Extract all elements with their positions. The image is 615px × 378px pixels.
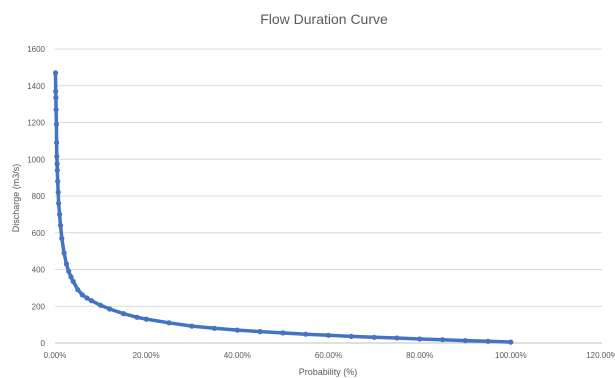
x-tick-label: 100.00% xyxy=(495,351,527,360)
y-tick-label: 800 xyxy=(32,192,46,201)
data-point xyxy=(485,338,491,344)
data-point xyxy=(57,211,63,217)
data-point xyxy=(54,167,60,173)
data-point xyxy=(508,339,514,345)
data-point xyxy=(53,107,59,113)
x-tick-label: 40.00% xyxy=(224,351,251,360)
y-tick-label: 1400 xyxy=(27,82,45,91)
y-tick-label: 1600 xyxy=(27,45,45,54)
data-point xyxy=(53,95,59,101)
series-line xyxy=(53,72,511,344)
data-point xyxy=(134,314,140,320)
x-tick-label: 20.00% xyxy=(133,351,160,360)
data-point xyxy=(234,327,240,333)
data-point xyxy=(59,235,65,241)
data-point xyxy=(84,295,90,301)
data-point xyxy=(63,261,69,267)
data-point xyxy=(53,88,59,94)
data-point xyxy=(57,222,64,228)
data-point xyxy=(68,274,74,280)
data-point xyxy=(88,298,95,304)
data-point xyxy=(53,121,60,127)
data-point xyxy=(55,189,61,195)
gridlines xyxy=(55,48,602,307)
data-point xyxy=(56,200,62,206)
data-point xyxy=(66,268,72,274)
data-point xyxy=(107,306,113,312)
data-point xyxy=(98,302,104,308)
y-tick-label: 400 xyxy=(32,266,46,275)
data-point xyxy=(211,325,218,331)
x-tick-label: 0.00% xyxy=(44,351,67,360)
data-point xyxy=(61,250,67,256)
y-axis-title: Discharge (m3/s) xyxy=(11,164,21,233)
data-point xyxy=(394,335,400,341)
data-point xyxy=(189,323,195,329)
data-point xyxy=(348,333,354,339)
x-tick-label: 80.00% xyxy=(406,351,433,360)
y-tick-label: 0 xyxy=(41,339,46,348)
data-point xyxy=(462,338,468,344)
y-tick-label: 1200 xyxy=(27,119,45,128)
data-point xyxy=(257,329,263,335)
data-point xyxy=(371,334,377,340)
data-point xyxy=(280,330,286,336)
data-point xyxy=(417,336,423,342)
data-point xyxy=(143,316,149,322)
data-point xyxy=(120,311,126,317)
data-point xyxy=(55,178,61,184)
data-point xyxy=(54,153,60,160)
x-tick-label: 120.00% xyxy=(586,351,615,360)
data-point xyxy=(54,161,60,167)
data-point xyxy=(439,337,446,343)
data-point xyxy=(325,332,332,338)
x-axis-title: Probability (%) xyxy=(299,367,358,377)
data-point xyxy=(52,70,59,76)
y-tick-label: 200 xyxy=(32,302,46,311)
data-point xyxy=(54,140,60,146)
data-point xyxy=(79,292,85,298)
y-axis-ticks: 0 200 400 600 800 1000 1200 1400 1600 xyxy=(27,45,45,348)
data-point xyxy=(75,287,81,293)
data-point xyxy=(303,331,309,337)
data-point xyxy=(70,278,76,284)
y-tick-label: 1000 xyxy=(27,155,45,164)
x-tick-label: 60.00% xyxy=(315,351,342,360)
data-points xyxy=(52,70,514,345)
x-axis-ticks: 0.00% 20.00% 40.00% 60.00% 80.00% 100.00% 120.… xyxy=(44,351,615,360)
chart-title: Flow Duration Curve xyxy=(260,11,388,27)
data-point xyxy=(166,320,172,326)
y-tick-label: 600 xyxy=(32,229,46,238)
